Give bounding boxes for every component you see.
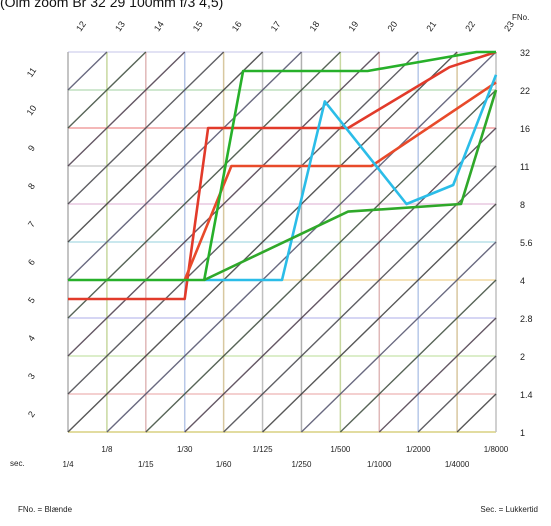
ev-diagonal bbox=[339, 279, 497, 433]
ev-label: 4 bbox=[26, 333, 37, 343]
ev-label: 22 bbox=[463, 19, 477, 33]
ev-label: 16 bbox=[230, 19, 244, 33]
fstop-tick-label: 1 bbox=[520, 428, 525, 438]
fstop-tick-label: 8 bbox=[520, 200, 525, 210]
ev-label: 5 bbox=[26, 295, 37, 305]
series-line bbox=[68, 50, 497, 301]
fstop-tick-label: 2.8 bbox=[520, 314, 533, 324]
shutter-tick-label: 1/30 bbox=[177, 445, 193, 454]
fstop-tick-label: 2 bbox=[520, 352, 525, 362]
fnumber-unit-label: FNo. bbox=[512, 13, 529, 22]
ev-diagonal bbox=[67, 51, 264, 243]
ev-diagonal bbox=[67, 51, 419, 395]
shutter-tick-label: 1/15 bbox=[138, 460, 154, 469]
shutter-tick-label: 1/60 bbox=[216, 460, 232, 469]
ev-diagonal bbox=[300, 241, 497, 433]
ev-diagonals bbox=[67, 51, 497, 433]
ev-label: 19 bbox=[347, 19, 361, 33]
ev-diagonal bbox=[67, 51, 186, 167]
shutter-tick-label: 1/500 bbox=[330, 445, 351, 454]
ev-label: 3 bbox=[26, 371, 37, 381]
ev-diagonal bbox=[106, 51, 497, 433]
ev-diagonal bbox=[184, 127, 497, 433]
shutter-tick-label: 1/125 bbox=[253, 445, 274, 454]
ev-diagonal bbox=[67, 51, 302, 281]
ev-diagonal bbox=[67, 51, 108, 91]
shutter-caption: Sec. = Lukkertid bbox=[480, 505, 538, 514]
shutter-tick-label: 1/1000 bbox=[367, 460, 392, 469]
ev-label: 23 bbox=[502, 19, 516, 33]
ev-label: 14 bbox=[152, 19, 166, 33]
ev-label: 2 bbox=[26, 409, 37, 419]
ev-label: 18 bbox=[308, 19, 322, 33]
fstop-tick-label: 5.6 bbox=[520, 238, 533, 248]
ev-diagonal bbox=[262, 203, 497, 433]
shutter-tick-label: 1/2000 bbox=[406, 445, 431, 454]
ev-label: 15 bbox=[191, 19, 205, 33]
ev-label: 8 bbox=[26, 181, 37, 191]
ev-diagonal bbox=[67, 51, 458, 433]
ev-label: 6 bbox=[26, 257, 37, 267]
shutter-tick-label: 1/8 bbox=[101, 445, 113, 454]
ev-diagonal bbox=[378, 317, 497, 433]
ev-diagonal bbox=[67, 51, 147, 129]
ev-diagonal bbox=[417, 355, 497, 433]
fstop-tick-label: 11 bbox=[520, 162, 529, 172]
fstop-tick-label: 16 bbox=[520, 124, 530, 134]
fstop-tick-label: 32 bbox=[520, 48, 530, 58]
ev-label: 11 bbox=[25, 66, 39, 79]
shutter-tick-label: 1/250 bbox=[291, 460, 312, 469]
fstop-tick-label: 1.4 bbox=[520, 390, 533, 400]
fstop-tick-label: 22 bbox=[520, 86, 530, 96]
series-line bbox=[203, 89, 498, 282]
chart-header-fragment: (Olm zoom Br 32 29 100mm f/3 4,5) bbox=[0, 0, 223, 10]
shutter-tick-label: 1/8000 bbox=[484, 445, 509, 454]
chart-header: (Olm zoom Br 32 29 100mm f/3 4,5) bbox=[0, 0, 223, 10]
shutter-tick-label: 1/4000 bbox=[445, 460, 470, 469]
ev-diagonal bbox=[223, 165, 497, 433]
ev-label: 9 bbox=[26, 143, 37, 153]
ev-label: 13 bbox=[113, 19, 127, 33]
ev-diagonal bbox=[67, 51, 225, 205]
ev-label: 20 bbox=[385, 19, 399, 33]
fstop-tick-label: 4 bbox=[520, 276, 525, 286]
fnumber-caption: FNo. = Blænde bbox=[18, 505, 73, 514]
ev-label: 21 bbox=[424, 19, 438, 33]
ev-diagonal bbox=[145, 89, 497, 433]
ev-label: 12 bbox=[74, 19, 88, 33]
ev-label: 17 bbox=[269, 19, 283, 33]
series-line bbox=[68, 50, 496, 282]
ev-diagonal bbox=[456, 393, 497, 433]
ev-label: 7 bbox=[26, 219, 37, 229]
ev-label: 10 bbox=[25, 103, 39, 117]
series-lines bbox=[68, 50, 498, 301]
shutter-unit-label: sec. bbox=[10, 459, 25, 468]
shutter-tick-label: 1/4 bbox=[62, 460, 74, 469]
series-line bbox=[204, 74, 498, 282]
series-line bbox=[183, 81, 497, 281]
ev-diagonal bbox=[67, 51, 341, 319]
